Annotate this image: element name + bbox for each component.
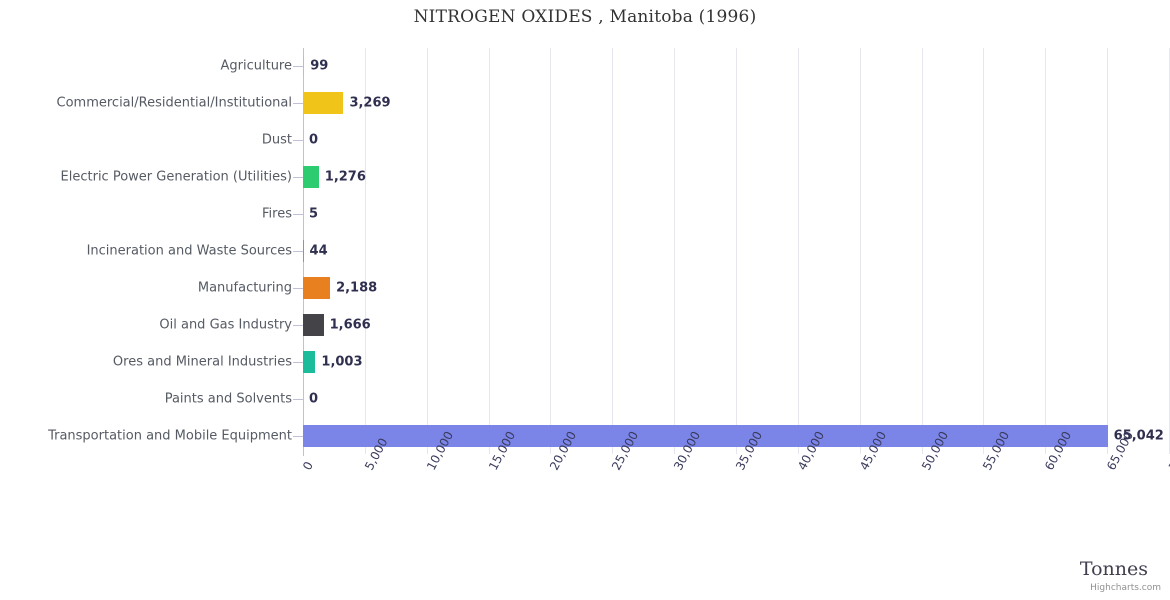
gridline: [1107, 48, 1109, 454]
bar-value-label: 0: [309, 391, 319, 407]
category-label: Transportation and Mobile Equipment: [48, 428, 292, 444]
gridline: [612, 48, 614, 454]
y-axis-tick: [293, 250, 303, 252]
x-axis-title: Tonnes: [1079, 558, 1148, 580]
bar-row[interactable]: Ores and Mineral Industries 1,003: [0, 343, 1170, 380]
gridline: [983, 48, 985, 454]
category-label-wrapper: Commercial/Residential/Institutional: [0, 85, 293, 122]
x-axis-tick-label: 0: [300, 459, 316, 473]
category-label: Commercial/Residential/Institutional: [56, 95, 293, 111]
category-label: Dust: [261, 132, 292, 148]
bar-value-label: 2,188: [336, 280, 378, 296]
gridline: [859, 48, 861, 454]
bar-value-label: 1,666: [329, 317, 371, 333]
bar[interactable]: [303, 55, 305, 78]
bar-value-label: 1,276: [324, 169, 366, 185]
bar-row[interactable]: Fires 5: [0, 196, 1170, 233]
bar-value-label: 65,042: [1113, 428, 1164, 444]
gridline: [426, 48, 428, 454]
y-axis-tick: [293, 361, 303, 363]
bar-value-label: 0: [309, 132, 319, 148]
bar[interactable]: [303, 166, 319, 189]
bar-row[interactable]: Paints and Solvents 0: [0, 380, 1170, 417]
category-label-wrapper: Fires: [0, 196, 292, 233]
bar-row[interactable]: Oil and Gas Industry 1,666: [0, 306, 1170, 343]
y-axis-tick: [293, 177, 303, 179]
category-label: Agriculture: [220, 58, 293, 74]
gridline: [797, 48, 799, 454]
bar-row[interactable]: Transportation and Mobile Equipment 65,04…: [0, 417, 1170, 454]
category-label-wrapper: Oil and Gas Industry: [0, 306, 292, 343]
gridline: [674, 48, 676, 454]
category-label-wrapper: Electric Power Generation (Utilities): [0, 159, 292, 196]
chart-title: NITROGEN OXIDES , Manitoba (1996): [413, 7, 757, 27]
y-axis-tick: [293, 140, 303, 142]
bar-value-label: 99: [310, 58, 329, 74]
gridline: [550, 48, 552, 454]
bar[interactable]: [303, 350, 316, 373]
y-axis-tick: [293, 398, 303, 400]
bar-row[interactable]: Electric Power Generation (Utilities) 1,2…: [0, 159, 1170, 196]
bar-row[interactable]: Commercial/Residential/Institutional 3,26…: [0, 85, 1170, 122]
bar[interactable]: [303, 313, 324, 336]
plot-area: [303, 48, 1170, 454]
category-label: Fires: [262, 206, 292, 222]
bar-value-label: 5: [309, 206, 319, 222]
y-axis-tick: [293, 287, 303, 289]
category-label: Manufacturing: [197, 280, 292, 296]
category-label-wrapper: Dust: [0, 122, 292, 159]
y-axis-tick: [293, 66, 303, 68]
bar-row[interactable]: Agriculture 99: [0, 48, 1170, 85]
category-label: Incineration and Waste Sources: [86, 243, 292, 259]
category-label-wrapper: Transportation and Mobile Equipment: [0, 417, 292, 454]
bar-row[interactable]: Incineration and Waste Sources 44: [0, 233, 1170, 270]
bar-row[interactable]: Dust 0: [0, 122, 1170, 159]
bar-value-label: 3,269: [349, 95, 391, 111]
gridline: [921, 48, 923, 454]
category-label: Electric Power Generation (Utilities): [60, 169, 292, 185]
bar[interactable]: [303, 92, 344, 115]
category-label-wrapper: Ores and Mineral Industries: [0, 343, 292, 380]
category-label: Oil and Gas Industry: [159, 317, 292, 333]
category-label: Ores and Mineral Industries: [112, 354, 292, 370]
y-axis-tick: [293, 214, 303, 216]
gridline: [364, 48, 366, 454]
y-axis-tick: [293, 324, 303, 326]
y-axis-tick: [293, 435, 303, 437]
bar-row[interactable]: Manufacturing 2,188: [0, 269, 1170, 306]
category-label-wrapper: Manufacturing: [0, 269, 292, 306]
category-label-wrapper: Incineration and Waste Sources: [0, 233, 292, 270]
gridline: [736, 48, 737, 454]
bar[interactable]: [303, 239, 304, 262]
category-label-wrapper: Agriculture: [0, 48, 293, 85]
bar-value-label: 1,003: [321, 354, 363, 370]
category-label: Paints and Solvents: [164, 391, 292, 407]
gridline: [488, 48, 490, 454]
credits-label: Highcharts.com: [1090, 583, 1161, 593]
bar[interactable]: [303, 424, 1108, 447]
y-axis-tick: [293, 103, 303, 105]
gridline: [1045, 48, 1047, 454]
bar-value-label: 44: [309, 243, 328, 259]
bar[interactable]: [303, 276, 331, 299]
category-label-wrapper: Paints and Solvents: [0, 380, 292, 417]
